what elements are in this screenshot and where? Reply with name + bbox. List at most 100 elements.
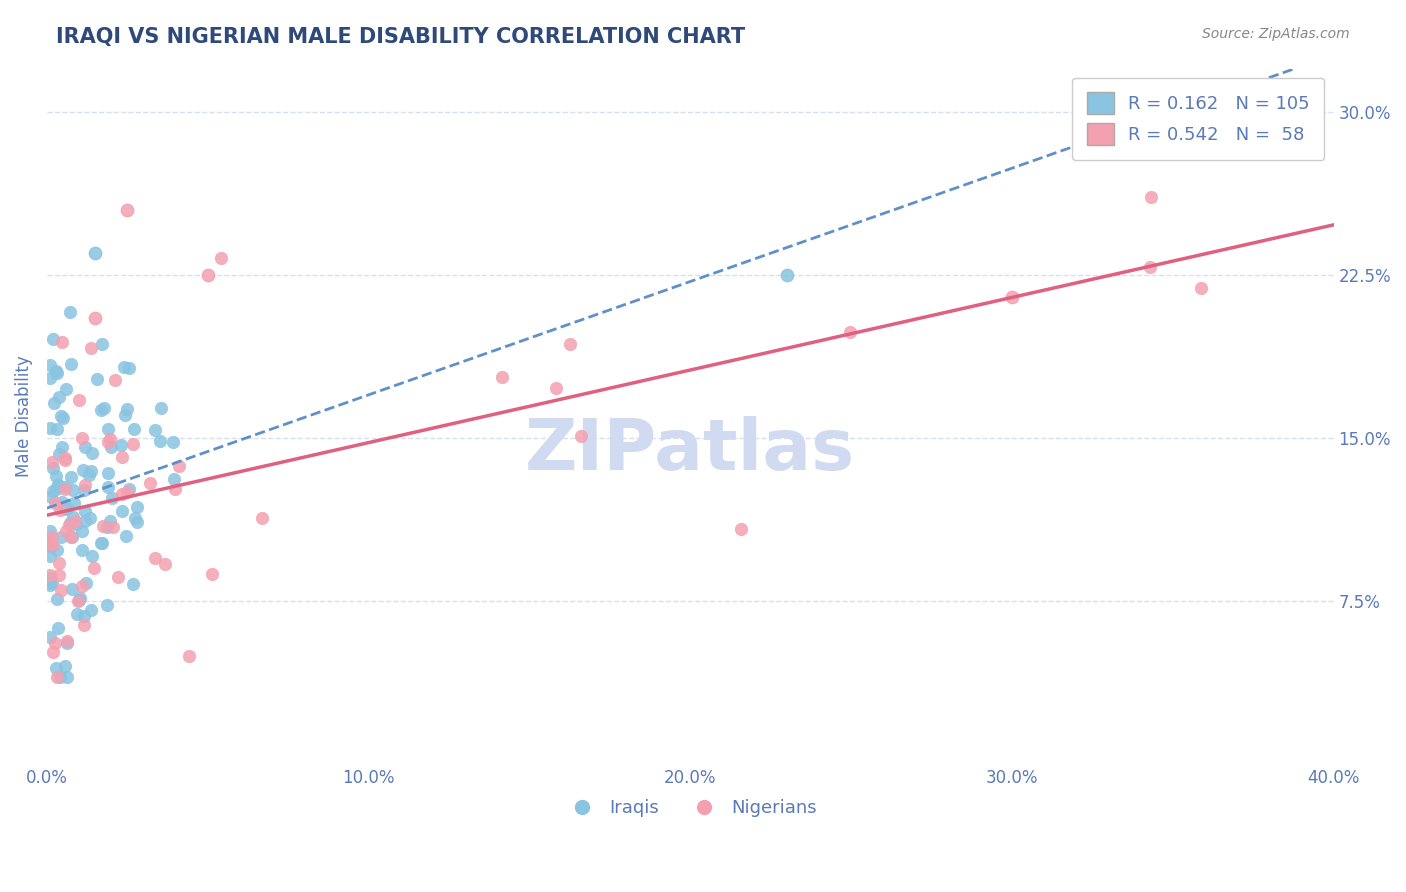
Point bbox=[49, 582, 72, 597]
Point bbox=[79, 511, 101, 525]
Point bbox=[115, 402, 138, 417]
Point bbox=[839, 325, 862, 339]
Point bbox=[46, 366, 69, 380]
Point bbox=[1189, 280, 1212, 294]
Point bbox=[107, 570, 129, 584]
Point bbox=[51, 530, 73, 544]
Point bbox=[90, 536, 112, 550]
Point bbox=[82, 549, 104, 563]
Point bbox=[48, 670, 70, 684]
Point bbox=[55, 382, 77, 396]
Point bbox=[544, 381, 567, 395]
Point bbox=[209, 251, 232, 265]
Point bbox=[67, 594, 90, 608]
Text: IRAQI VS NIGERIAN MALE DISABILITY CORRELATION CHART: IRAQI VS NIGERIAN MALE DISABILITY CORREL… bbox=[56, 27, 745, 46]
Point bbox=[39, 358, 62, 372]
Point bbox=[46, 591, 69, 606]
Point bbox=[73, 440, 96, 454]
Point bbox=[55, 670, 77, 684]
Point bbox=[100, 440, 122, 454]
Point bbox=[75, 514, 97, 528]
Point bbox=[59, 516, 82, 531]
Point bbox=[72, 524, 94, 538]
Point bbox=[73, 608, 96, 623]
Point bbox=[39, 538, 62, 552]
Point bbox=[56, 501, 79, 516]
Point bbox=[90, 403, 112, 417]
Point bbox=[46, 621, 69, 635]
Point bbox=[121, 436, 143, 450]
Point bbox=[41, 538, 63, 552]
Point bbox=[48, 567, 70, 582]
Point bbox=[80, 603, 103, 617]
Point bbox=[169, 458, 191, 473]
Point bbox=[58, 518, 80, 533]
Point bbox=[177, 649, 200, 664]
Point bbox=[153, 557, 176, 571]
Point bbox=[162, 472, 184, 486]
Point bbox=[97, 422, 120, 436]
Point bbox=[41, 484, 63, 499]
Point bbox=[143, 550, 166, 565]
Point bbox=[44, 396, 66, 410]
Point bbox=[150, 401, 173, 415]
Point bbox=[41, 538, 63, 552]
Y-axis label: Male Disability: Male Disability bbox=[15, 355, 32, 477]
Point bbox=[250, 511, 273, 525]
Point bbox=[52, 411, 75, 425]
Point bbox=[42, 461, 65, 475]
Point bbox=[77, 467, 100, 482]
Point bbox=[53, 659, 76, 673]
Point bbox=[558, 336, 581, 351]
Point bbox=[39, 490, 62, 504]
Point bbox=[1001, 290, 1024, 304]
Point bbox=[39, 567, 62, 582]
Point bbox=[55, 524, 77, 538]
Point bbox=[80, 464, 103, 478]
Point bbox=[51, 440, 73, 454]
Point bbox=[45, 543, 67, 558]
Point bbox=[73, 617, 96, 632]
Point bbox=[46, 478, 69, 492]
Point bbox=[91, 519, 114, 533]
Point bbox=[60, 530, 83, 544]
Point bbox=[67, 392, 90, 407]
Point bbox=[42, 645, 65, 659]
Point bbox=[62, 483, 84, 497]
Point bbox=[98, 432, 121, 446]
Point bbox=[73, 478, 96, 492]
Point bbox=[63, 495, 86, 509]
Point bbox=[65, 516, 87, 531]
Point bbox=[72, 579, 94, 593]
Point bbox=[53, 450, 76, 465]
Point bbox=[111, 487, 134, 501]
Point bbox=[114, 529, 136, 543]
Point bbox=[39, 539, 62, 553]
Point bbox=[55, 502, 77, 516]
Point bbox=[72, 463, 94, 477]
Point bbox=[70, 543, 93, 558]
Point bbox=[49, 503, 72, 517]
Point bbox=[44, 635, 66, 649]
Point bbox=[46, 477, 69, 491]
Point bbox=[60, 357, 83, 371]
Point bbox=[39, 534, 62, 549]
Point bbox=[41, 575, 63, 590]
Point bbox=[39, 524, 62, 538]
Point bbox=[75, 576, 97, 591]
Point bbox=[96, 520, 118, 534]
Point bbox=[139, 475, 162, 490]
Point bbox=[93, 401, 115, 415]
Point bbox=[117, 361, 139, 376]
Point bbox=[84, 311, 107, 326]
Point bbox=[97, 434, 120, 449]
Point bbox=[111, 450, 134, 464]
Point bbox=[45, 661, 67, 675]
Point bbox=[122, 422, 145, 436]
Point bbox=[44, 496, 66, 510]
Point bbox=[69, 591, 91, 606]
Point bbox=[59, 531, 82, 545]
Point bbox=[165, 482, 187, 496]
Point bbox=[110, 504, 132, 518]
Point bbox=[97, 480, 120, 494]
